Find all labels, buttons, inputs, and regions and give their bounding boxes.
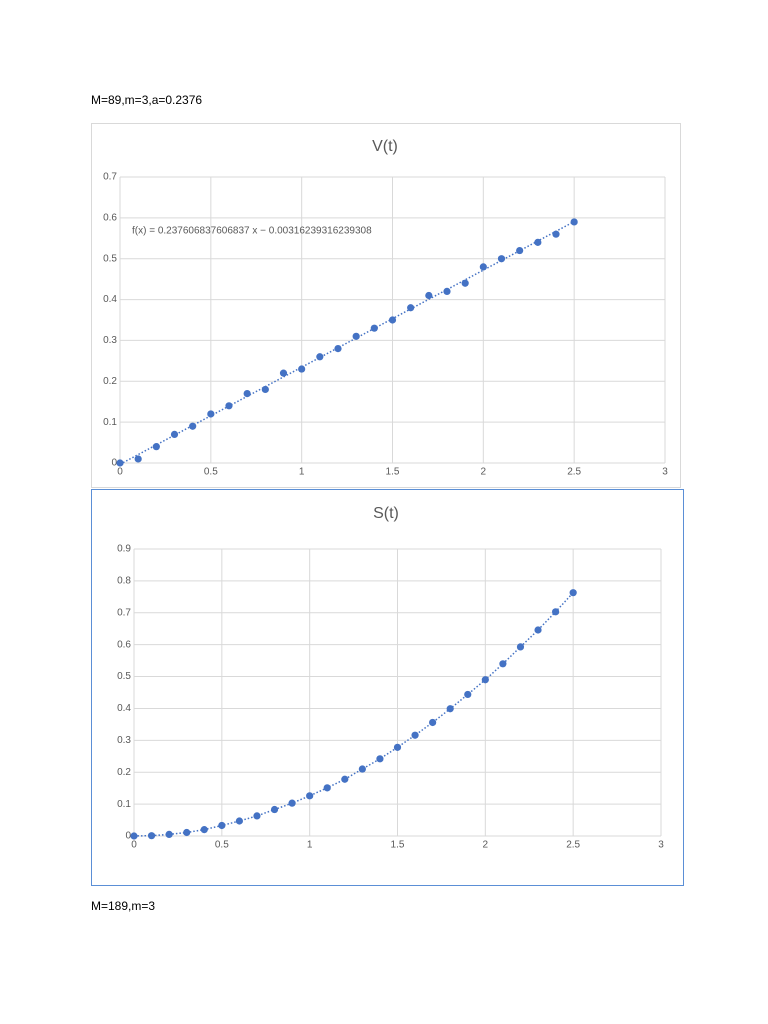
y-tick-label: 0.4 — [117, 703, 131, 714]
data-point — [429, 718, 437, 727]
data-point — [147, 832, 156, 840]
y-tick-label: 0.9 — [117, 544, 131, 555]
y-tick-label: 0.4 — [103, 294, 117, 305]
data-point — [218, 821, 226, 830]
data-point — [411, 731, 419, 739]
data-point — [388, 316, 397, 324]
data-point — [481, 676, 489, 684]
data-point — [358, 765, 366, 773]
data-point — [316, 353, 324, 361]
data-point — [552, 608, 560, 616]
x-tick-label: 2 — [483, 840, 489, 851]
data-point — [200, 826, 208, 834]
x-tick-label: 0.5 — [215, 840, 229, 851]
y-tick-label: 0.5 — [117, 671, 131, 682]
chart-frame — [91, 489, 684, 886]
y-tick-label: 0.3 — [103, 335, 117, 346]
data-point — [461, 279, 469, 287]
data-point — [298, 365, 306, 373]
data-point — [116, 459, 124, 467]
x-tick-label: 1.5 — [386, 467, 400, 478]
footer-text: M=189,m=3 — [91, 899, 155, 913]
data-point — [306, 792, 314, 800]
x-tick-label: 1.5 — [391, 840, 405, 851]
chart-title: V(t) — [372, 138, 398, 155]
data-point — [130, 832, 138, 840]
data-point — [134, 455, 142, 463]
data-point — [235, 817, 243, 825]
data-point — [570, 218, 578, 226]
data-point — [479, 263, 487, 271]
data-point — [288, 799, 296, 807]
x-tick-label: 1 — [307, 840, 313, 851]
y-tick-label: 0.5 — [103, 253, 117, 264]
data-point — [152, 443, 160, 451]
x-tick-label: 2.5 — [566, 840, 580, 851]
data-point — [323, 784, 331, 792]
data-point — [334, 345, 342, 353]
x-tick-label: 1 — [299, 467, 305, 478]
data-point — [189, 422, 197, 430]
data-point — [279, 369, 288, 377]
x-tick-label: 0 — [117, 467, 123, 478]
y-tick-label: 0.6 — [117, 639, 131, 650]
data-point — [407, 304, 415, 312]
data-point — [425, 291, 433, 300]
x-tick-label: 3 — [658, 840, 664, 851]
data-point — [569, 589, 577, 597]
data-point — [376, 755, 384, 763]
data-point — [170, 430, 179, 438]
x-tick-label: 2.5 — [567, 467, 581, 478]
data-point — [393, 743, 402, 751]
x-tick-label: 0 — [131, 840, 137, 851]
data-point — [225, 402, 233, 410]
data-point — [443, 287, 451, 295]
data-point — [370, 324, 378, 332]
data-point — [534, 626, 542, 634]
data-point — [446, 705, 454, 713]
data-point — [341, 775, 349, 783]
y-tick-label: 0.3 — [117, 735, 131, 746]
data-point — [165, 830, 173, 839]
data-point — [516, 643, 525, 651]
x-tick-label: 2 — [481, 467, 487, 478]
data-point — [270, 805, 279, 814]
data-point — [552, 230, 560, 238]
data-point — [497, 255, 506, 263]
data-point — [464, 690, 472, 699]
x-tick-label: 0.5 — [204, 467, 218, 478]
data-point — [261, 385, 269, 394]
y-tick-label: 0.8 — [117, 576, 131, 587]
y-tick-label: 0.2 — [117, 767, 131, 778]
y-tick-label: 0.1 — [117, 799, 131, 810]
y-tick-label: 0.2 — [103, 376, 117, 387]
data-point — [207, 410, 215, 418]
data-point — [516, 246, 524, 255]
data-point — [243, 389, 251, 398]
data-point — [253, 812, 261, 820]
data-point — [352, 332, 360, 340]
y-tick-label: 0 — [111, 458, 117, 469]
y-tick-label: 0 — [125, 831, 131, 842]
x-tick-label: 3 — [662, 467, 668, 478]
heading: M=89,m=3,a=0.2376 — [91, 93, 202, 107]
y-tick-label: 0.7 — [103, 172, 117, 183]
chart-title: S(t) — [373, 505, 399, 522]
data-point — [499, 660, 507, 668]
y-tick-label: 0.7 — [117, 607, 131, 618]
trendline-equation: f(x) = 0.237606837606837 x − 0.003162393… — [132, 226, 372, 237]
y-tick-label: 0.6 — [103, 212, 117, 223]
y-tick-label: 0.1 — [103, 417, 117, 428]
data-point — [534, 238, 542, 246]
data-point — [183, 828, 191, 837]
